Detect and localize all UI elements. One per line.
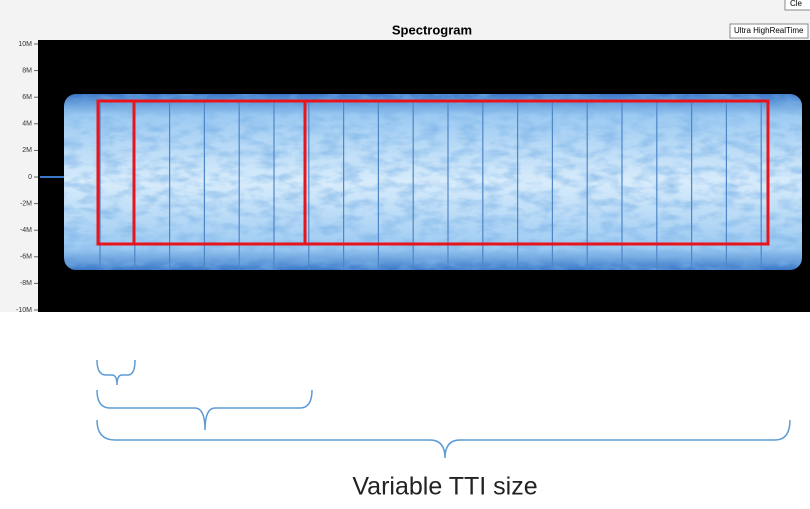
y-axis-label: -10M xyxy=(16,307,32,314)
y-axis-label: -8M xyxy=(20,280,32,287)
brace-large xyxy=(96,419,791,459)
tti-lines xyxy=(99,101,762,270)
brace-medium xyxy=(96,389,313,431)
y-axis-label: -2M xyxy=(20,200,32,207)
caption: Variable TTI size xyxy=(352,473,537,501)
y-axis: 10M 8M 6M 4M 2M 0 -2M -4M -6M -8M -10M xyxy=(16,41,38,314)
y-axis-label: 8M xyxy=(22,67,32,74)
mode-button[interactable] xyxy=(729,23,809,39)
y-axis-label: 2M xyxy=(22,147,32,154)
corner-button-label: Cle xyxy=(790,0,803,8)
braces xyxy=(96,359,791,459)
y-axis-label: 6M xyxy=(22,94,32,101)
title-bar xyxy=(0,0,810,40)
y-axis-label: -6M xyxy=(20,254,32,261)
y-axis-label: 10M xyxy=(18,41,32,48)
y-axis-label: -4M xyxy=(20,227,32,234)
tti-box-large xyxy=(303,99,770,246)
signal-texture xyxy=(64,94,802,270)
window-title: Spectrogram xyxy=(392,22,472,37)
brace-small xyxy=(96,359,136,386)
y-axis-label: 4M xyxy=(22,121,32,128)
corner-button[interactable] xyxy=(784,0,810,11)
y-axis-label: 0 xyxy=(28,174,32,181)
mode-button-label: Ultra HighRealTime xyxy=(734,26,804,35)
